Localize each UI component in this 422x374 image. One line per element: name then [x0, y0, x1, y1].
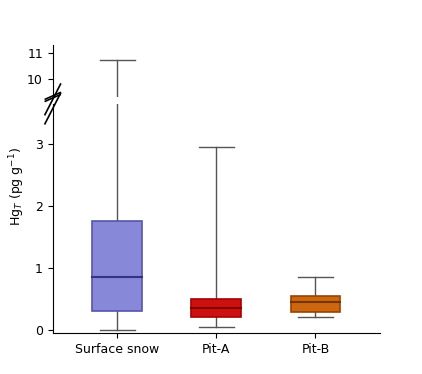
- Bar: [92, 293, 142, 331]
- Bar: [92, 221, 142, 311]
- Bar: [291, 296, 340, 312]
- Bar: [291, 325, 340, 332]
- Bar: [192, 299, 241, 318]
- Bar: [192, 326, 241, 334]
- Text: Hg$_T$ (pg g$^{-1}$): Hg$_T$ (pg g$^{-1}$): [7, 147, 27, 227]
